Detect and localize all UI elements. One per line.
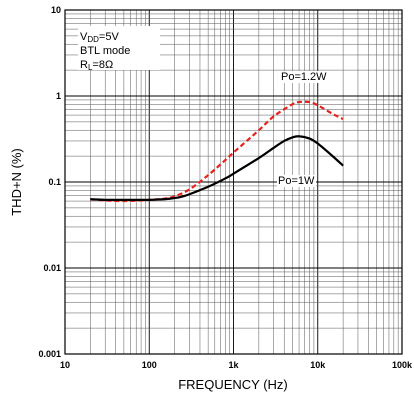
series-layer (90, 100, 344, 203)
tick-labels: 10 100 1k 10k 100k 0.001 0.01 0.1 1 10 (38, 5, 413, 370)
y-axis-title: THD+N (%) (9, 148, 24, 216)
series-line-2 (90, 135, 344, 201)
x-tick-label: 10 (60, 360, 70, 370)
y-tick-label: 1 (56, 91, 61, 101)
condition-line: BTL mode (80, 45, 130, 57)
y-tick-label: 0.001 (38, 349, 61, 359)
series-label-bg (277, 175, 316, 187)
x-tick-label: 100k (392, 360, 413, 370)
condition-line: VDD=5V (80, 31, 119, 44)
series-label-bg (280, 71, 329, 83)
x-axis-title: FREQUENCY (Hz) (178, 377, 288, 392)
x-tick-label: 10k (310, 360, 326, 370)
series-label-2: Po=1W (278, 175, 315, 187)
series-labels: Po=1.2W Po=1W (277, 71, 329, 187)
y-tick-label: 0.01 (43, 263, 61, 273)
conditions-bg (78, 26, 160, 70)
y-tick-label: 0.1 (48, 177, 61, 187)
y-tick-label: 10 (51, 5, 61, 15)
condition-line: RL=8Ω (80, 59, 113, 72)
series-label-1: Po=1.2W (281, 71, 327, 83)
plot-frame (64, 9, 403, 355)
x-tick-label: 100 (142, 360, 157, 370)
x-tick-label: 1k (228, 360, 239, 370)
